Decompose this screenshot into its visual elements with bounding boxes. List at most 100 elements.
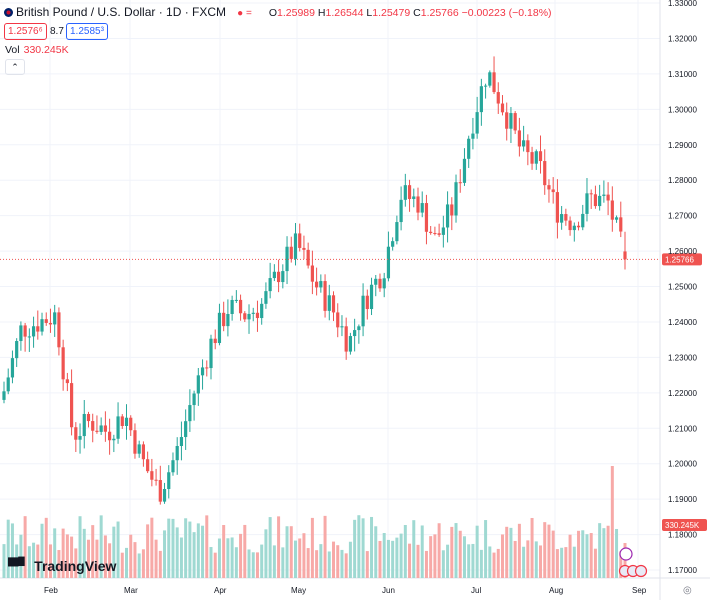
candle-body bbox=[560, 214, 564, 223]
volume-bar bbox=[48, 544, 52, 578]
volume-bar bbox=[74, 548, 78, 578]
volume-bar bbox=[429, 536, 433, 578]
economic-events[interactable] bbox=[618, 547, 648, 578]
candle-body bbox=[315, 281, 319, 288]
volume-legend[interactable]: Vol 330.245K bbox=[5, 44, 69, 56]
volume-bar bbox=[125, 547, 129, 578]
candle-body bbox=[572, 225, 576, 231]
volume-bar bbox=[564, 547, 568, 578]
price-axis-tick: 1.32000 bbox=[668, 34, 697, 43]
candle-body bbox=[500, 103, 505, 113]
candle-body bbox=[445, 204, 450, 228]
symbol-title[interactable]: British Pound / U.S. Dollar · 1D · FXCM bbox=[16, 5, 227, 19]
volume-bar bbox=[441, 550, 445, 578]
lightning-event-icon[interactable] bbox=[619, 547, 633, 561]
candle-body bbox=[602, 194, 606, 196]
candle-body bbox=[200, 367, 205, 376]
candle-body bbox=[555, 192, 560, 223]
candle-body bbox=[10, 358, 15, 378]
candle-body bbox=[188, 405, 192, 422]
low-value: 1.25479 bbox=[372, 7, 411, 19]
volume-bar bbox=[116, 521, 120, 578]
price-axis-tick: 1.18000 bbox=[668, 531, 697, 540]
candle-body bbox=[61, 347, 65, 380]
volume-bar bbox=[323, 515, 327, 578]
candle-body bbox=[327, 295, 331, 311]
candle-body bbox=[23, 325, 27, 337]
volume-bar bbox=[619, 551, 623, 578]
volume-bar bbox=[184, 518, 188, 578]
volume-bar bbox=[353, 519, 357, 578]
candle-body bbox=[462, 158, 467, 183]
volume-bar bbox=[357, 515, 361, 578]
volume-bar bbox=[602, 528, 606, 578]
candle-body bbox=[353, 330, 357, 337]
time-axis-tick: Sep bbox=[632, 586, 647, 595]
volume-bar bbox=[382, 532, 386, 578]
volume-bar bbox=[391, 540, 395, 578]
candle-body bbox=[564, 214, 568, 221]
volume-bar bbox=[500, 534, 504, 578]
buy-price-button[interactable]: 1.2585³ bbox=[66, 23, 108, 40]
volume-bar bbox=[120, 552, 124, 578]
volume-bar bbox=[534, 541, 538, 578]
candle-body bbox=[336, 312, 340, 328]
candle-body bbox=[433, 232, 437, 234]
volume-bar bbox=[247, 549, 251, 578]
collapse-legend-button[interactable]: ⌃ bbox=[5, 59, 25, 75]
volume-bar bbox=[239, 533, 243, 578]
volume-bar bbox=[2, 544, 6, 578]
candle-body bbox=[205, 367, 209, 369]
sell-price-button[interactable]: 1.2576⁶ bbox=[4, 23, 47, 40]
price-axis-tick: 1.29000 bbox=[668, 141, 697, 150]
candle-body bbox=[606, 194, 610, 201]
candle-body bbox=[146, 459, 150, 472]
volume-bar bbox=[150, 517, 154, 578]
market-status-icon[interactable]: ● = bbox=[237, 8, 252, 19]
volume-bar bbox=[475, 525, 479, 578]
volume-bar bbox=[433, 534, 437, 578]
candle-body bbox=[610, 200, 614, 220]
settings-gear-icon[interactable]: ◎ bbox=[683, 585, 692, 596]
volume-bar bbox=[154, 539, 158, 578]
candle-body bbox=[340, 326, 344, 328]
open-value: 1.25989 bbox=[277, 7, 315, 19]
volume-bar bbox=[589, 533, 593, 578]
volume-bar bbox=[6, 519, 10, 578]
volume-bar bbox=[319, 544, 323, 578]
volume-bar bbox=[95, 539, 99, 578]
candle-body bbox=[154, 479, 158, 481]
volume-bar bbox=[572, 546, 576, 578]
candle-body bbox=[403, 185, 407, 200]
candle-body bbox=[517, 130, 521, 147]
volume-bar bbox=[374, 526, 378, 578]
candle-body bbox=[65, 379, 69, 384]
volume-bar bbox=[103, 535, 107, 578]
candle-body bbox=[509, 113, 513, 129]
candle-body bbox=[378, 278, 382, 289]
tradingview-logo[interactable]: ▀▘ TradingView bbox=[8, 557, 116, 575]
candle-body bbox=[167, 472, 171, 489]
time-axis[interactable]: Feb Mar Apr May Jun Jul Aug Sep bbox=[44, 586, 647, 595]
us-flag-event-icon[interactable] bbox=[634, 564, 648, 578]
volume-bar bbox=[36, 544, 40, 578]
volume-bar bbox=[205, 515, 209, 578]
candle-body bbox=[348, 336, 353, 352]
candle-body bbox=[116, 416, 120, 439]
candle-body bbox=[133, 430, 137, 454]
volume-bar bbox=[378, 540, 382, 578]
candle-body bbox=[69, 383, 74, 428]
price-axis-tick: 1.26000 bbox=[668, 247, 697, 256]
candle-body bbox=[53, 312, 57, 325]
volume-bar bbox=[310, 517, 314, 578]
last-price-label: 1.25766 bbox=[665, 255, 694, 264]
candle-body bbox=[454, 182, 458, 216]
volume-bar bbox=[577, 530, 581, 578]
candle-body bbox=[395, 222, 399, 242]
volume-bar bbox=[78, 516, 82, 578]
price-axis[interactable]: 1.17000 1.18000 1.19000 1.20000 1.21000 1.220… bbox=[668, 0, 697, 575]
volume-bar bbox=[61, 528, 65, 578]
candle-body bbox=[285, 246, 289, 272]
symbol-legend: British Pound / U.S. Dollar · 1D · FXCM … bbox=[4, 5, 552, 19]
